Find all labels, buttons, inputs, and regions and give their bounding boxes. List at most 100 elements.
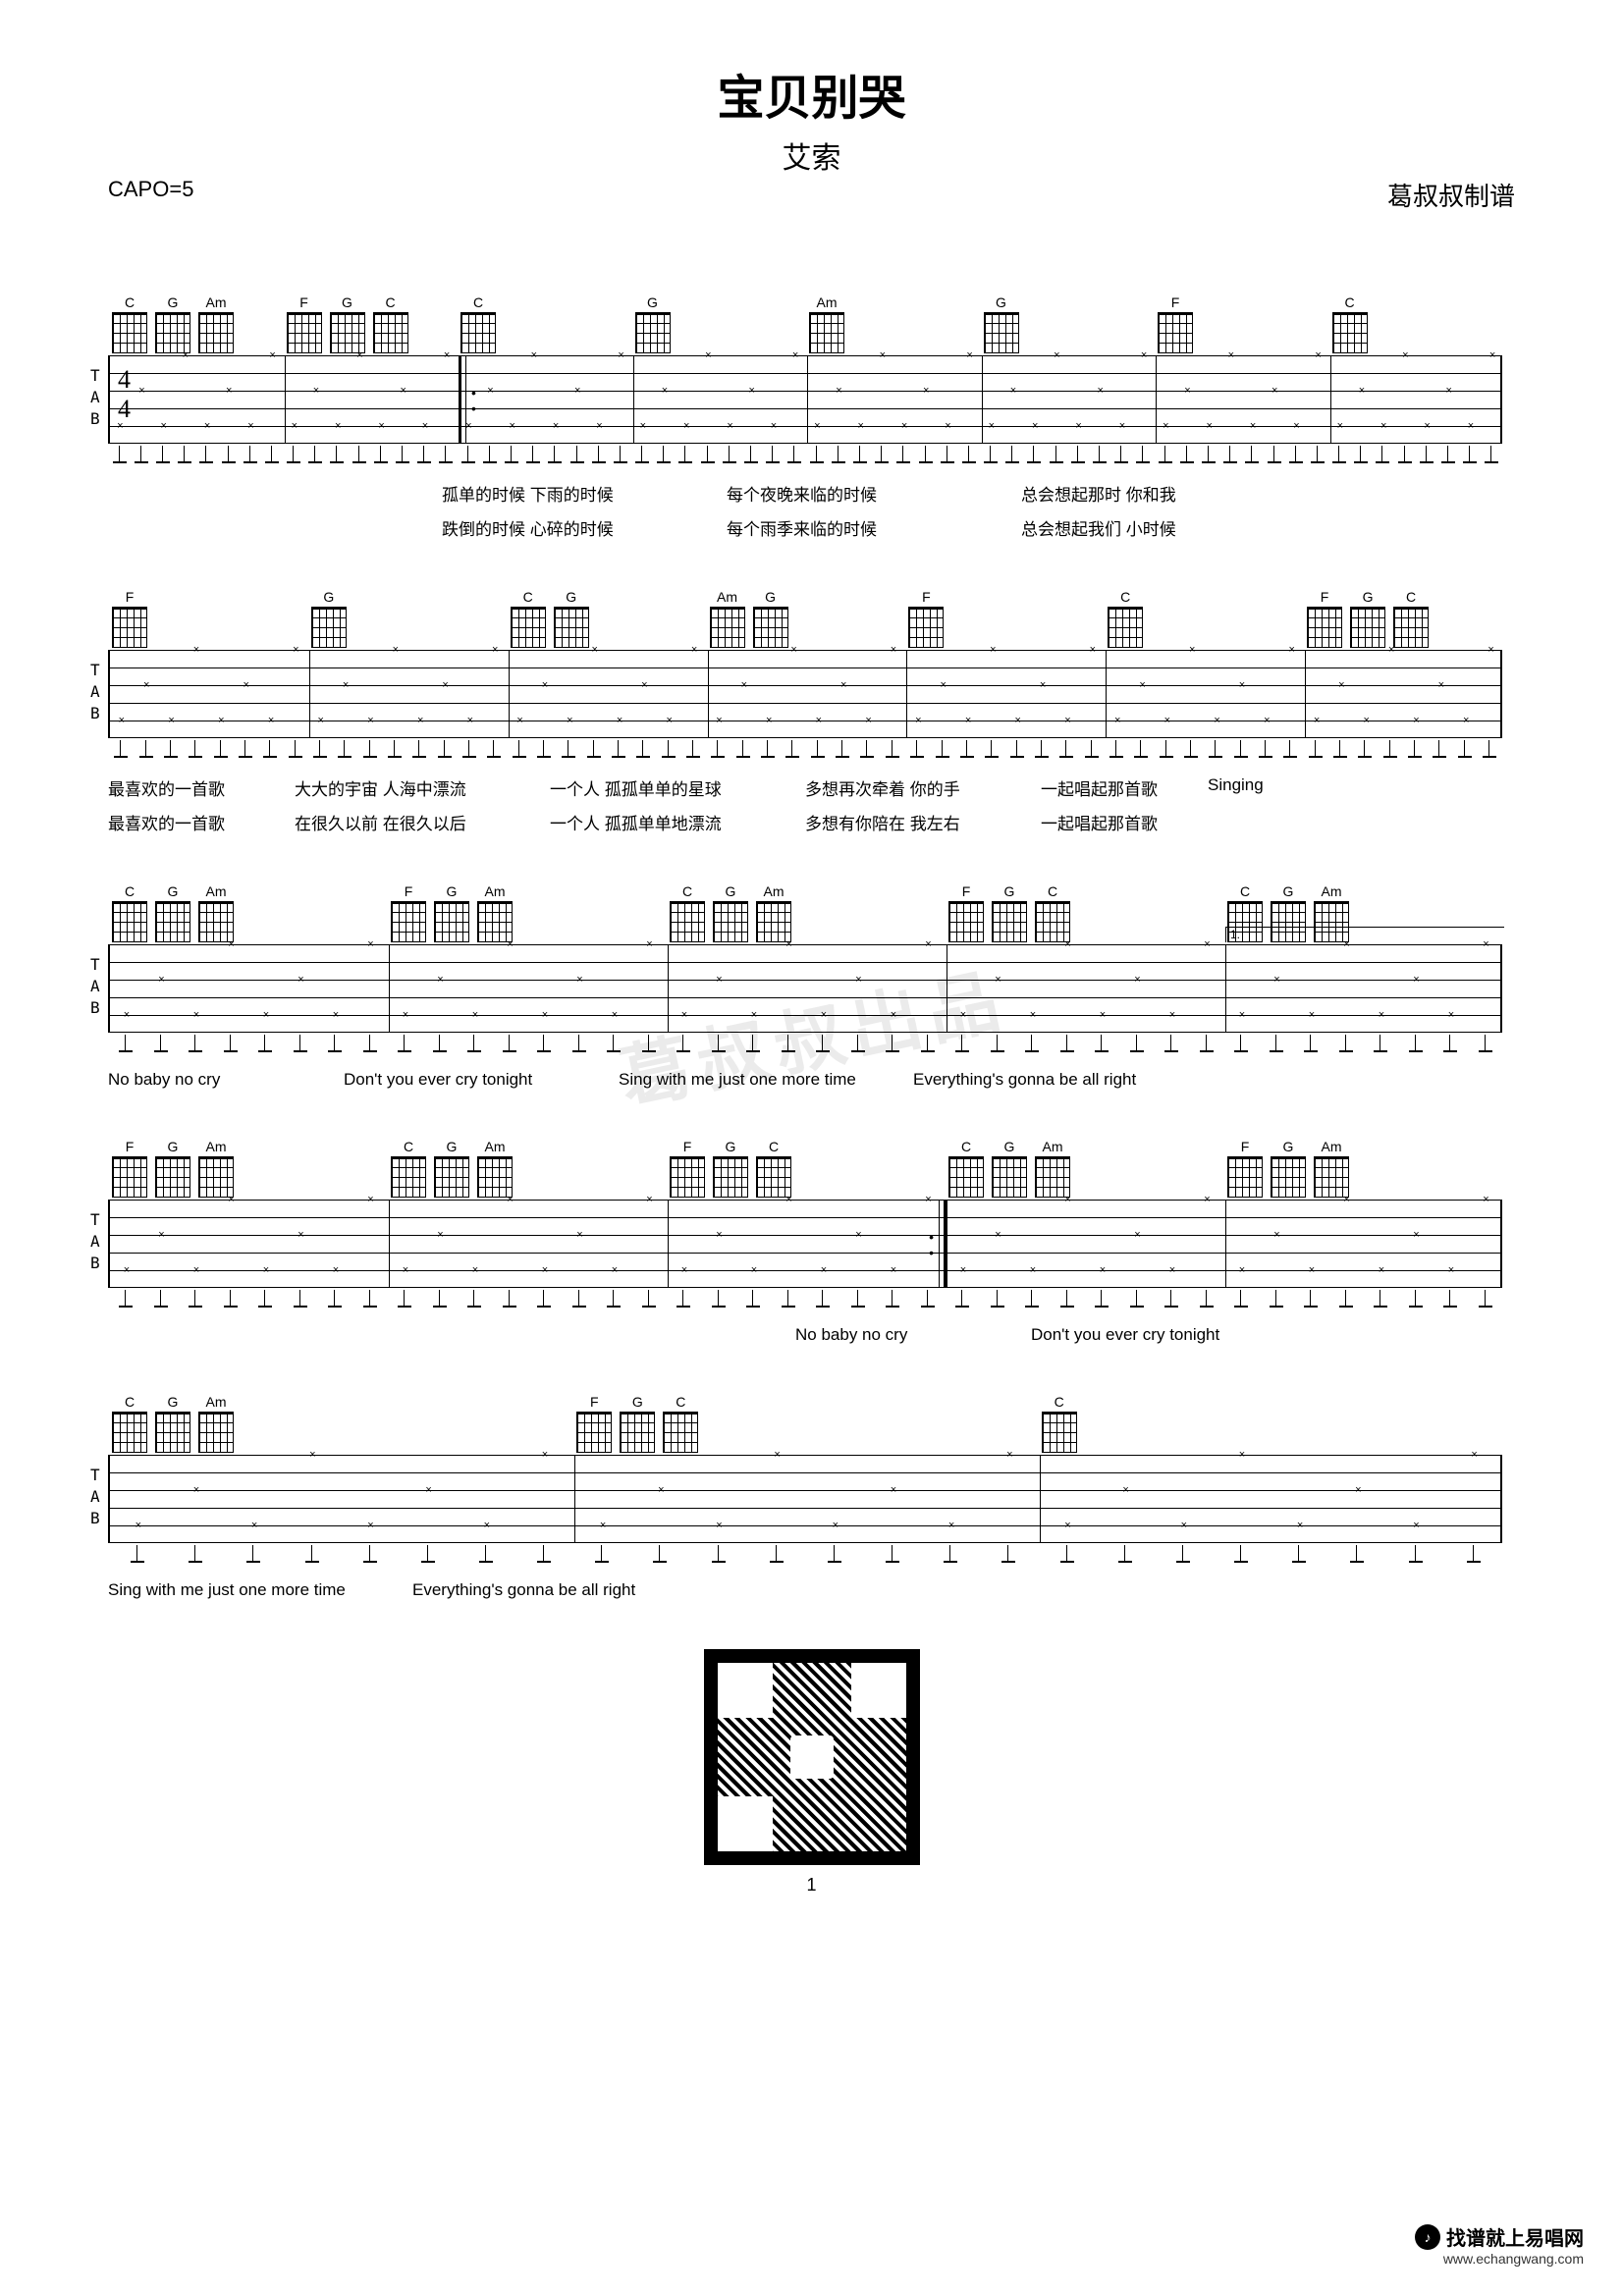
strum-mark: × [1388, 644, 1394, 656]
chord-diagram-c: C [1393, 589, 1429, 648]
chord-diagram-am: Am [1035, 1139, 1070, 1198]
chord-label: G [726, 883, 736, 899]
chord-diagram-c: C [1108, 589, 1143, 648]
lyric-segment [108, 1325, 795, 1345]
lyric-segment: 一起唱起那首歌 [1041, 775, 1208, 800]
chord-label: G [726, 1139, 736, 1154]
chord-label: F [922, 589, 931, 605]
tab-clef: TAB [90, 660, 100, 724]
chord-diagram-am: Am [477, 883, 513, 942]
chord-label: G [168, 883, 179, 899]
chord-label: G [168, 1394, 179, 1410]
lyric-segment: 每个夜晚来临的时候 [727, 481, 1021, 506]
strum-mark: × [1471, 1449, 1477, 1461]
strum-mark: × [965, 715, 971, 726]
lyrics-block: No baby no cryDon't you ever cry tonight [108, 1325, 1515, 1345]
strum-mark: × [1297, 1520, 1303, 1531]
strum-mark: × [945, 420, 950, 432]
strum-mark: × [591, 644, 597, 656]
chord-diagram-g: G [155, 883, 190, 942]
tab-systems: CGAmFGCCGAmGFCTAB44×××××××××××××××××××××… [108, 294, 1515, 1600]
chord-group: C [1038, 1394, 1502, 1453]
chord-diagram-am: Am [477, 1139, 513, 1198]
strum-mark: × [857, 420, 863, 432]
lyric-segment: 每个雨季来临的时候 [727, 515, 1021, 540]
strum-mark: × [990, 644, 996, 656]
strum-mark: × [1359, 385, 1365, 397]
strum-mark: × [263, 1009, 269, 1021]
strum-mark: × [1184, 385, 1190, 397]
strum-mark: × [891, 1009, 896, 1021]
chord-label: C [125, 883, 135, 899]
chord-diagram-c: C [948, 1139, 984, 1198]
chord-diagram-g: G [311, 589, 347, 648]
chord-label: G [765, 589, 776, 605]
chord-label: Am [485, 883, 506, 899]
chord-group: FGAm [1223, 1139, 1502, 1198]
lyric-segment: 跌倒的时候 心碎的时候 [442, 515, 727, 540]
strum-mark: × [1164, 715, 1170, 726]
strum-mark: × [1463, 715, 1469, 726]
strum-mark: × [925, 938, 931, 950]
strum-mark: × [1483, 938, 1488, 950]
chord-grid [1035, 1156, 1070, 1198]
chord-diagram-am: Am [756, 883, 791, 942]
chord-label: G [632, 1394, 643, 1410]
strum-mark: × [716, 974, 722, 986]
rhythm-row [108, 1035, 1502, 1056]
strum-mark: × [1343, 938, 1349, 950]
chord-diagram-f: F [948, 883, 984, 942]
chord-group: F [108, 589, 307, 648]
strum-mark: × [1271, 385, 1277, 397]
lyric-segment: 孤单的时候 下雨的时候 [442, 481, 727, 506]
chord-label: Am [206, 1394, 227, 1410]
strum-mark: × [193, 1009, 199, 1021]
chord-label: F [590, 1394, 599, 1410]
chord-label: Am [817, 294, 838, 310]
chord-diagram-c: C [112, 1394, 147, 1453]
chord-grid [1307, 607, 1342, 648]
page-number: 1 [108, 1875, 1515, 1896]
strum-mark: × [1309, 1264, 1315, 1276]
chord-diagram-f: F [670, 1139, 705, 1198]
strum-mark: × [940, 679, 946, 691]
chord-label: G [566, 589, 576, 605]
chord-grid [477, 901, 513, 942]
lyrics-block: Sing with me just one more timeEverythin… [108, 1580, 1515, 1600]
strum-mark: × [1134, 1229, 1140, 1241]
chord-label: G [996, 294, 1006, 310]
strum-mark: × [766, 715, 772, 726]
strum-mark: × [1163, 420, 1168, 432]
chord-diagram-c: C [1035, 883, 1070, 942]
strum-mark: × [1054, 349, 1059, 361]
chord-row: FGCGAmGFCFGC [108, 589, 1515, 648]
tab-system: CGAmFGCCGAmGFCTAB44×××××××××××××××××××××… [108, 294, 1515, 540]
strum-mark: × [576, 974, 582, 986]
strum-mark: × [596, 420, 602, 432]
strum-mark: × [774, 1449, 780, 1461]
chord-group: G [980, 294, 1155, 353]
lyric-segment: Sing with me just one more time [108, 1580, 412, 1600]
chord-group: CGAm [108, 294, 283, 353]
chord-grid [1350, 607, 1385, 648]
strum-mark: × [821, 1264, 827, 1276]
strum-mark: × [915, 715, 921, 726]
lyric-segment: 最喜欢的一首歌 [108, 775, 295, 800]
strum-mark: × [1169, 1264, 1175, 1276]
strum-mark: × [1379, 1264, 1384, 1276]
strum-mark: × [228, 938, 234, 950]
strum-mark: × [1075, 420, 1081, 432]
strum-mark: × [618, 349, 623, 361]
strum-mark: × [507, 1194, 513, 1205]
chord-grid [311, 607, 347, 648]
lyric-segment: Everything's gonna be all right [412, 1580, 717, 1600]
strum-mark: × [467, 715, 473, 726]
tab-system: FGAmCGAmFGCCGAmFGAmTAB××××××××××××××××××… [108, 1139, 1515, 1345]
strum-mark: × [576, 1229, 582, 1241]
chord-grid [1393, 607, 1429, 648]
strum-mark: × [1343, 1194, 1349, 1205]
chord-group: F [904, 589, 1104, 648]
chord-grid [620, 1412, 655, 1453]
strum-mark: × [204, 420, 210, 432]
strum-mark: × [751, 1009, 757, 1021]
